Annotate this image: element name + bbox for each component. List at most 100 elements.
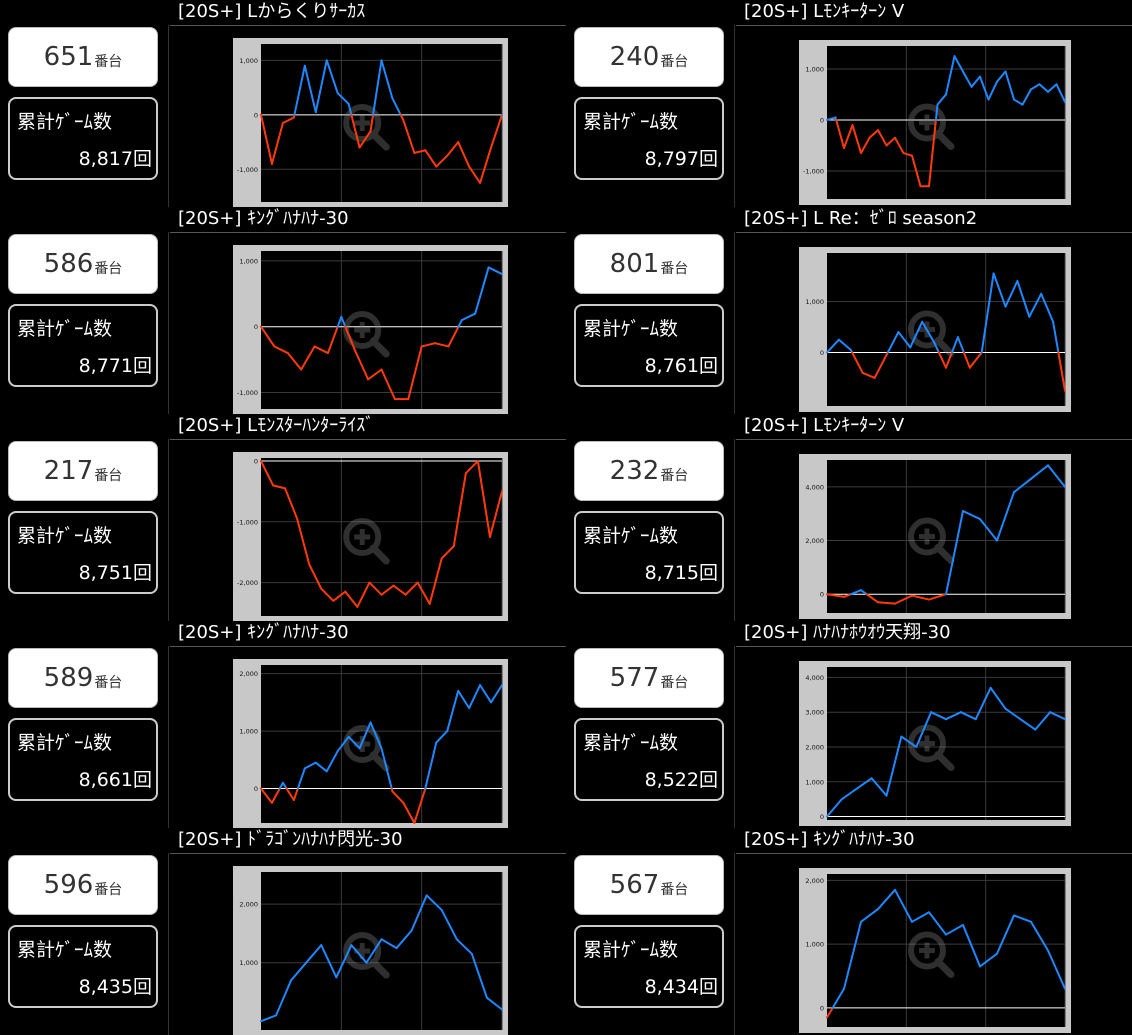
series-segment: [979, 952, 998, 968]
y-tick-label: 1,000: [805, 941, 824, 949]
total-games-label: 累計ｹﾞｰﾑ数: [583, 111, 679, 133]
series-segment: [281, 781, 288, 790]
series-segment: [326, 325, 339, 355]
y-tick-label: 0: [820, 591, 824, 599]
slump-chart-svg: 4,000 3,000 2,000 1,000 0: [799, 661, 1071, 826]
machine-card[interactable]: [20S+] Lﾓﾝｷｰﾀｰﾝ V 232 番台累計ｹﾞｰﾑ数 8,715回 4,000…: [566, 414, 1132, 621]
machine-number-button[interactable]: 801 番台: [574, 234, 724, 294]
machine-card[interactable]: [20S+] ｷﾝｸﾞﾊﾅﾊﾅ-30 589 番台 累計ｹﾞｰﾑ数 8,661回 2,00…: [0, 621, 566, 828]
series-segment: [413, 149, 427, 154]
title-divider: [736, 439, 1132, 440]
slump-chart-svg: 4,000 2,000 0: [799, 454, 1071, 619]
series-segment: [953, 55, 964, 73]
slump-graph[interactable]: 1,000 0 -1,000: [736, 27, 1074, 207]
machine-number-button[interactable]: 596 番台: [8, 855, 158, 915]
machine-card[interactable]: [20S+] Lﾓﾝｽﾀｰﾊﾝﾀｰﾗｲｽﾞ 217 番台 累計ｹﾞｰﾑ数 8,751回 0…: [0, 414, 566, 621]
series-segment: [945, 711, 962, 721]
series-segment: [281, 116, 295, 124]
machine-title[interactable]: [20S+] ﾄﾞﾗｺﾞﾝﾊﾅﾊﾅ閃光-30: [178, 829, 403, 850]
series-segment: [325, 59, 339, 95]
series-segment: [488, 490, 503, 538]
slump-graph[interactable]: 1,000 0 -1,000: [170, 27, 508, 207]
machine-suffix: 番台: [660, 261, 689, 277]
series-segment: [272, 484, 287, 490]
series-segment: [350, 944, 368, 964]
series-segment: [446, 141, 460, 157]
series-segment: [843, 920, 862, 990]
series-segment: [885, 136, 896, 147]
slump-graph[interactable]: 2,000 1,000 0: [736, 855, 1074, 1035]
series-segment: [831, 987, 845, 1009]
y-tick-label: 0: [254, 111, 258, 119]
series-segment: [1021, 88, 1032, 106]
series-segment: [457, 141, 471, 168]
machine-card[interactable]: [20S+] ｷﾝｸﾞﾊﾅﾊﾅ-30 586 番台 累計ｹﾞｰﾑ数 8,771回 1,00…: [0, 207, 566, 414]
machine-title[interactable]: [20S+] ｷﾝｸﾞﾊﾅﾊﾅ-30: [178, 208, 349, 229]
machine-suffix: 番台: [94, 675, 123, 691]
machine-title[interactable]: [20S+] Lﾓﾝｷｰﾀｰﾝ V: [744, 415, 905, 436]
series-segment: [353, 348, 370, 381]
machine-card[interactable]: [20S+] Lﾓﾝｷｰﾀｰﾝ V 240 番台 累計ｹﾞｰﾑ数 8,797回 1,000…: [566, 0, 1132, 207]
machine-card[interactable]: [20S+] ﾄﾞﾗｺﾞﾝﾊﾅﾊﾅ閃光-30 596 番台 累計ｹﾞｰﾑ数 8,435回…: [0, 828, 566, 1035]
machine-card[interactable]: [20S+] Lからくりｻｰｶｽ 651 番台 累計ｹﾞｰﾑ数 8,817回 1,000 0…: [0, 0, 566, 207]
machine-number-button[interactable]: 586 番台: [8, 234, 158, 294]
y-tick-label: 1,000: [239, 257, 258, 265]
total-games-label: 累計ｹﾞｰﾑ数: [583, 732, 679, 754]
machine-title[interactable]: [20S+] Lﾓﾝｽﾀｰﾊﾝﾀｰﾗｲｽﾞ: [178, 415, 375, 436]
zoom-in-icon: [907, 931, 955, 978]
y-tick-label: 1,000: [805, 298, 824, 306]
y-tick-label: 1,000: [239, 728, 258, 736]
series-segment: [476, 460, 491, 538]
machine-title[interactable]: [20S+] ｷﾝｸﾞﾊﾅﾊﾅ-30: [178, 622, 349, 643]
machine-card[interactable]: [20S+] L Re：ｾﾞﾛ season2 801 番台累計ｹﾞｰﾑ数 8,761…: [566, 207, 1132, 414]
column-divider: [168, 646, 169, 828]
column-divider: [168, 25, 169, 207]
series-segment: [479, 684, 493, 704]
series-segment: [296, 517, 311, 566]
series-segment: [851, 124, 862, 155]
total-games-value: 8,522回: [644, 769, 718, 791]
machine-title[interactable]: [20S+] ﾊﾅﾊﾅﾎｳｵｳ天翔-30: [744, 622, 951, 643]
machine-card[interactable]: [20S+] ﾊﾅﾊﾅﾎｳｵｳ天翔-30 577 番台累計ｹﾞｰﾑ数 8,522回 4,…: [566, 621, 1132, 828]
total-games-box: 累計ｹﾞｰﾑ数 8,715回: [574, 511, 724, 594]
slump-graph[interactable]: 4,000 3,000 2,000 1,000 0: [736, 648, 1074, 828]
machine-number-button[interactable]: 567 番台: [574, 855, 724, 915]
series-segment: [826, 1006, 834, 1019]
title-divider: [736, 646, 1132, 647]
machine-title[interactable]: [20S+] L Re：ｾﾞﾛ season2: [744, 208, 978, 229]
series-segment: [320, 944, 338, 979]
machine-number-button[interactable]: 651 番台: [8, 27, 158, 87]
slump-graph[interactable]: 2,000 1,000: [170, 855, 508, 1035]
slump-graph[interactable]: 0 -1,000 -2,000: [170, 441, 508, 621]
machine-title[interactable]: [20S+] Lからくりｻｰｶｽ: [178, 1, 366, 22]
series-segment: [335, 944, 353, 979]
series-segment: [826, 798, 843, 818]
machine-number-button[interactable]: 232 番台: [574, 441, 724, 501]
machine-number-button[interactable]: 217 番台: [8, 441, 158, 501]
slump-graph[interactable]: 1,000 0 -1,000: [170, 234, 508, 414]
series-segment: [851, 351, 864, 374]
machine-title[interactable]: [20S+] ｷﾝｸﾞﾊﾅﾊﾅ-30: [744, 829, 915, 850]
series-segment: [490, 684, 503, 704]
column-divider: [734, 646, 735, 828]
series-segment: [1013, 477, 1032, 494]
total-games-value: 8,817回: [78, 148, 152, 170]
series-segment: [928, 118, 937, 188]
machine-title[interactable]: [20S+] Lﾓﾝｷｰﾀｰﾝ V: [744, 1, 905, 22]
machine-number-button[interactable]: 577 番台: [574, 648, 724, 708]
y-tick-label: 0: [820, 1004, 824, 1012]
slump-graph[interactable]: 1,000 0: [736, 234, 1074, 414]
machine-number-button[interactable]: 589 番台: [8, 648, 158, 708]
series-segment: [1047, 464, 1066, 488]
machine-card[interactable]: [20S+] ｷﾝｸﾞﾊﾅﾊﾅ-30 567 番台 累計ｹﾞｰﾑ数 8,434回 2,00…: [566, 828, 1132, 1035]
y-tick-label: 0: [820, 349, 824, 357]
slump-graph[interactable]: 4,000 2,000 0: [736, 441, 1074, 621]
machine-number-button[interactable]: 240 番台: [574, 27, 724, 87]
series-segment: [275, 979, 293, 1017]
series-segment: [313, 345, 329, 355]
total-games-box: 累計ｹﾞｰﾑ数 8,761回: [574, 304, 724, 387]
series-segment: [336, 735, 350, 753]
series-segment: [285, 787, 295, 802]
slump-graph[interactable]: 2,000 1,000 0: [170, 648, 508, 828]
slump-chart-svg: 2,000 1,000 0: [233, 659, 508, 828]
